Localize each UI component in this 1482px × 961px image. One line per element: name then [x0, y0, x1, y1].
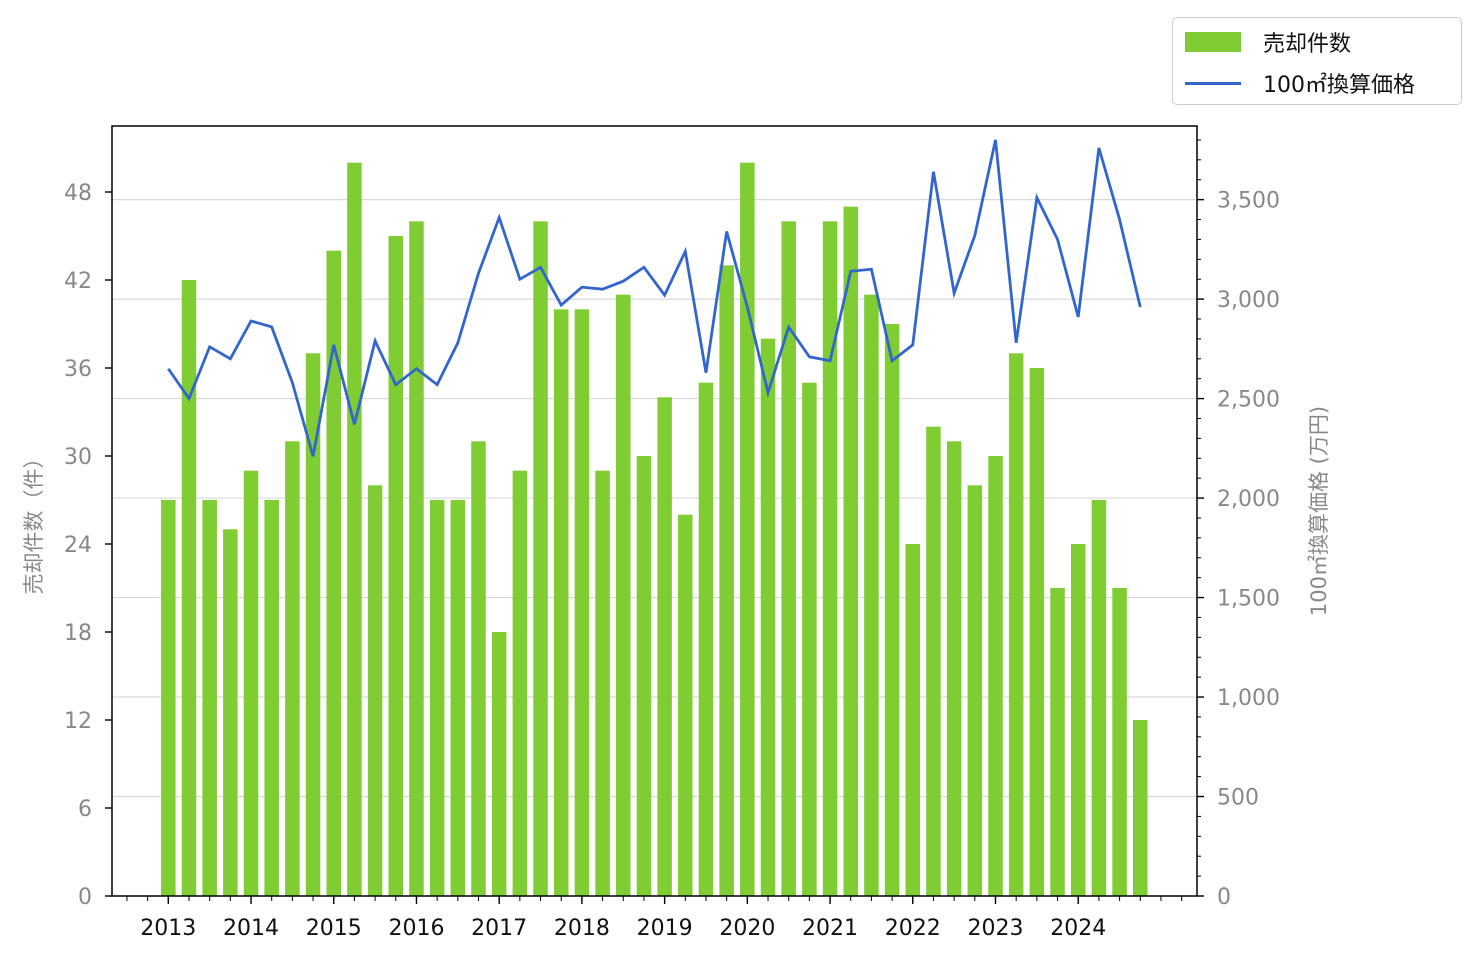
y-tick-label: 0: [78, 885, 92, 910]
bar: [429, 500, 445, 896]
bar: [864, 294, 879, 897]
bar: [884, 324, 900, 896]
y-tick-label: 30: [64, 445, 92, 470]
y2-tick-label: 2,500: [1217, 388, 1280, 413]
bar: [285, 441, 300, 896]
x-tick-label: 2016: [388, 916, 444, 941]
bar: [678, 514, 693, 896]
x-tick-label: 2022: [885, 916, 941, 941]
bar: [1133, 720, 1148, 896]
legend-item-bar: 売却件数: [1173, 26, 1461, 58]
y2-tick-label: 3,000: [1217, 288, 1280, 313]
bar: [1070, 544, 1086, 896]
y2-tick-label: 2,000: [1217, 487, 1280, 512]
bar: [512, 470, 528, 896]
bar: [1091, 500, 1107, 896]
bar: [926, 426, 941, 896]
x-axis: 2013 2014 2015 2016 2017 2018 2019 2020 2021 2022…: [126, 896, 1183, 941]
bar: [533, 221, 548, 897]
bar: [843, 206, 858, 896]
bar: [388, 236, 404, 896]
x-tick-label: 2019: [637, 916, 693, 941]
legend-label-line: 100㎡換算価格: [1263, 73, 1415, 98]
bar: [595, 470, 610, 896]
bar: [305, 353, 321, 896]
y2-tick-label: 500: [1217, 786, 1259, 811]
bar: [988, 456, 1003, 896]
y2-tick-label: 1,000: [1217, 686, 1280, 711]
bar: [367, 485, 383, 896]
bar: [347, 162, 362, 896]
bar: [822, 221, 838, 897]
bar: [781, 221, 796, 897]
y-axis-title: 売却件数（件）: [22, 448, 46, 595]
y-tick-label: 24: [64, 533, 92, 558]
x-tick-label: 2015: [306, 916, 362, 941]
bar: [202, 500, 217, 896]
bar: [802, 382, 817, 897]
legend: 売却件数 100㎡換算価格: [1172, 17, 1462, 105]
bar: [1112, 588, 1127, 896]
legend-label-bar: 売却件数: [1263, 32, 1352, 57]
y-tick-label: 6: [78, 797, 92, 822]
bar: [740, 162, 755, 896]
bar: [264, 500, 279, 896]
bar: [1008, 353, 1024, 896]
bar: [636, 456, 652, 896]
right-axis: 0 500 1,000 1,500 2,000 2,500 3,000 3,500: [1197, 139, 1280, 910]
y-tick-label: 42: [64, 269, 92, 294]
y-tick-label: 36: [64, 357, 92, 382]
x-tick-label: 2014: [223, 916, 279, 941]
bar: [471, 441, 486, 896]
bar: [223, 529, 238, 896]
x-tick-label: 2021: [802, 916, 858, 941]
bar: [657, 397, 672, 896]
x-tick-label: 2018: [554, 916, 610, 941]
y-tick-label: 48: [64, 181, 92, 206]
bar: [719, 265, 734, 896]
x-tick-label: 2020: [719, 916, 775, 941]
x-tick-label: 2013: [140, 916, 196, 941]
bar: [491, 632, 507, 896]
line-series: [167, 139, 1142, 457]
bar: [616, 294, 631, 897]
y-tick-label: 12: [64, 709, 92, 734]
y2-tick-label: 0: [1217, 885, 1231, 910]
bar: [905, 544, 921, 896]
bar: [409, 221, 424, 897]
bar: [574, 309, 590, 896]
legend-swatch-bar: [1185, 32, 1241, 52]
bar: [326, 250, 341, 896]
bar: [161, 500, 176, 896]
bar: [243, 470, 259, 896]
x-tick-label: 2024: [1050, 916, 1106, 941]
y2-axis-title: 100㎡換算価格 (万円): [1307, 406, 1331, 616]
x-tick-label: 2017: [471, 916, 527, 941]
legend-swatch-line: [1185, 81, 1241, 85]
left-axis: 0 6 12 18 24 30 36 42 48: [64, 181, 112, 910]
price-line: [167, 139, 1142, 457]
y2-tick-label: 1,500: [1217, 587, 1280, 612]
bar: [760, 338, 776, 897]
bar: [450, 500, 466, 896]
bar: [946, 441, 962, 896]
bar: [553, 309, 569, 896]
bar: [181, 280, 197, 896]
bar: [967, 485, 983, 896]
bar-series: [161, 162, 1148, 897]
bar: [1050, 588, 1065, 896]
legend-item-line: 100㎡換算価格: [1173, 67, 1461, 99]
bar: [1029, 368, 1045, 896]
y-tick-label: 18: [64, 621, 92, 646]
bar: [698, 382, 714, 897]
y2-tick-label: 3,500: [1217, 189, 1280, 214]
plot-frame: [111, 125, 1198, 897]
x-tick-label: 2023: [968, 916, 1024, 941]
